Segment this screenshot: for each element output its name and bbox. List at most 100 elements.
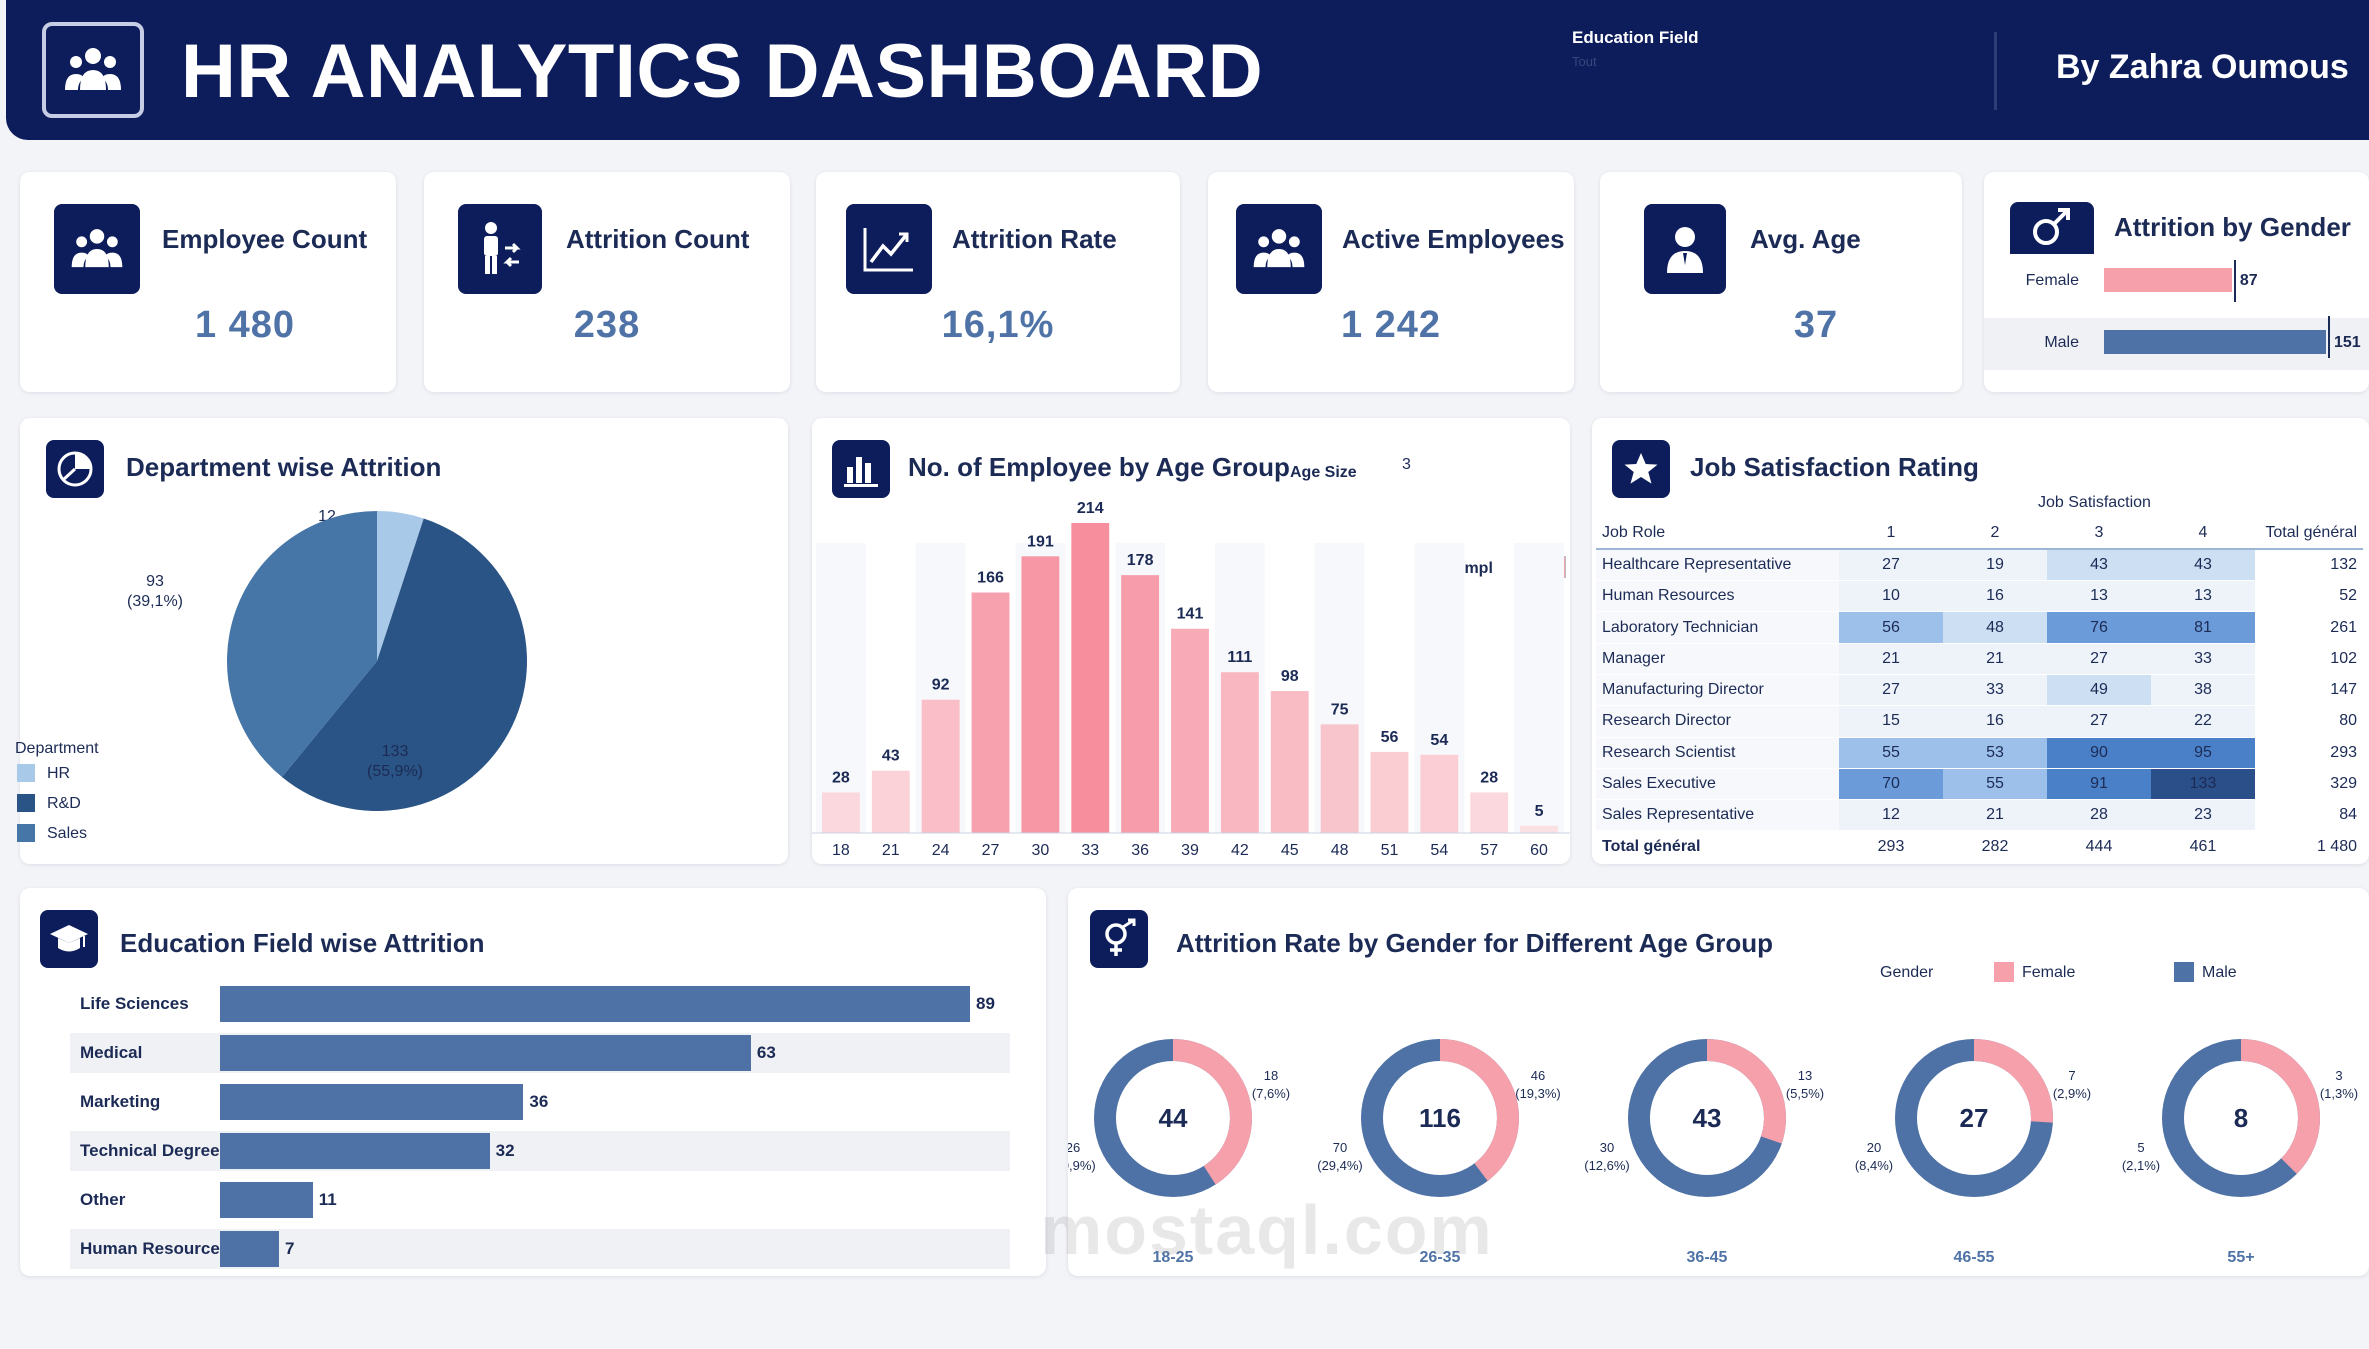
education-bar[interactable] — [220, 1035, 751, 1071]
row-total-cell: 147 — [2255, 674, 2363, 707]
age-bar[interactable] — [1320, 724, 1359, 833]
education-filter-select[interactable]: Tout — [1572, 54, 1597, 69]
satisfaction-cell[interactable]: 21 — [1839, 643, 1943, 675]
gender-bar-tick — [2328, 316, 2330, 358]
pie-slice-sales[interactable] — [227, 511, 377, 778]
gender-label: Female — [2025, 272, 2079, 289]
age-bar-value: 5 — [1535, 803, 1544, 820]
age-bar[interactable] — [1071, 523, 1110, 833]
satisfaction-cell[interactable]: 95 — [2151, 737, 2255, 769]
satisfaction-cell[interactable]: 16 — [1943, 580, 2047, 613]
age-bar[interactable] — [1420, 754, 1459, 833]
age-bar[interactable] — [822, 792, 860, 833]
satisfaction-cell[interactable]: 55 — [1839, 737, 1943, 769]
row-total-cell: 132 — [2255, 549, 2363, 582]
education-row[interactable]: Life Sciences 89 — [70, 984, 1010, 1024]
education-bar[interactable] — [220, 1182, 313, 1218]
donut-female-arc[interactable] — [2162, 1039, 2320, 1197]
column-header: 2 — [1943, 518, 2047, 551]
legend-swatch — [17, 794, 35, 812]
education-row[interactable]: Marketing 36 — [70, 1082, 1010, 1122]
satisfaction-cell[interactable]: 33 — [2151, 643, 2255, 675]
job-role-cell: Human Resources — [1596, 580, 1839, 613]
legend-swatch-male — [2174, 962, 2194, 982]
age-bar[interactable] — [1370, 751, 1409, 833]
education-bar[interactable] — [220, 986, 970, 1022]
job-role-cell: Healthcare Representative — [1596, 549, 1839, 582]
pie-slice-rd[interactable] — [281, 518, 528, 811]
attrition-by-gender-title: Attrition by Gender — [2114, 212, 2351, 242]
donut-female-arc[interactable] — [1361, 1039, 1519, 1197]
age-bar[interactable] — [1171, 628, 1209, 833]
satisfaction-cell[interactable]: 49 — [2047, 674, 2151, 707]
pie-slice-hr[interactable] — [377, 511, 424, 661]
satisfaction-cell[interactable]: 48 — [1943, 611, 2047, 644]
satisfaction-cell[interactable]: 53 — [1943, 737, 2047, 769]
watermark: mostaql.com — [1040, 1191, 1494, 1269]
age-bar[interactable] — [1270, 691, 1309, 833]
satisfaction-cell[interactable]: 13 — [2151, 580, 2255, 613]
age-bar[interactable] — [1021, 556, 1060, 833]
legend-item[interactable]: R&D — [17, 792, 137, 816]
education-row[interactable]: Other 11 — [70, 1180, 1010, 1220]
education-row[interactable]: Technical Degree 32 — [70, 1131, 1010, 1171]
age-bar[interactable] — [1470, 792, 1509, 833]
satisfaction-cell[interactable]: 22 — [2151, 705, 2255, 738]
satisfaction-cell[interactable]: 90 — [2047, 737, 2151, 769]
age-bar[interactable] — [871, 770, 910, 833]
department-pie-chart: 12(5,0%)133(55,9%)93(39,1%) — [127, 508, 528, 811]
satisfaction-cell[interactable]: 91 — [2047, 768, 2151, 801]
age-bar[interactable] — [921, 699, 960, 833]
satisfaction-cell[interactable]: 13 — [2047, 580, 2151, 613]
legend-item[interactable]: Sales — [17, 822, 137, 846]
education-bar[interactable] — [220, 1133, 490, 1169]
donut-female-arc[interactable] — [1094, 1039, 1252, 1197]
satisfaction-cell[interactable]: 12 — [1839, 799, 1943, 832]
education-bar[interactable] — [220, 1231, 279, 1267]
education-row[interactable]: Medical 63 — [70, 1033, 1010, 1073]
satisfaction-cell[interactable]: 19 — [1943, 549, 2047, 582]
age-bar[interactable] — [1220, 672, 1259, 833]
satisfaction-cell[interactable]: 81 — [2151, 611, 2255, 644]
satisfaction-cell[interactable]: 27 — [1839, 549, 1943, 582]
age-size-input[interactable]: 3 — [1402, 456, 1411, 473]
education-bar-value: 7 — [284, 1239, 295, 1258]
donut-female-arc[interactable] — [1895, 1039, 2053, 1197]
satisfaction-cell[interactable]: 55 — [1943, 768, 2047, 801]
education-row[interactable]: Human Resources 7 — [70, 1229, 1010, 1269]
legend-label: Sales — [47, 825, 88, 842]
satisfaction-cell[interactable]: 10 — [1839, 580, 1943, 613]
satisfaction-cell[interactable]: 15 — [1839, 705, 1943, 738]
satisfaction-cell[interactable]: 16 — [1943, 705, 2047, 738]
satisfaction-cell[interactable]: 27 — [1839, 674, 1943, 707]
legend-item[interactable]: HR — [17, 762, 137, 786]
row-total-cell: 80 — [2255, 705, 2363, 738]
satisfaction-cell[interactable]: 43 — [2047, 549, 2151, 582]
satisfaction-cell[interactable]: 76 — [2047, 611, 2151, 644]
donut-female-arc[interactable] — [1628, 1039, 1786, 1197]
dashboard-header: HR ANALYTICS DASHBOARD Education Field T… — [6, 0, 2369, 140]
donut-male-pct: (2,1%) — [2122, 1158, 2160, 1173]
satisfaction-cell[interactable]: 27 — [2047, 705, 2151, 738]
age-bar-value: 92 — [932, 677, 950, 694]
donut-male-pct: (29,4%) — [1317, 1158, 1363, 1173]
satisfaction-cell[interactable]: 33 — [1943, 674, 2047, 707]
age-bar[interactable] — [971, 592, 1010, 833]
satisfaction-cell[interactable]: 28 — [2047, 799, 2151, 832]
satisfaction-cell[interactable]: 27 — [2047, 643, 2151, 675]
satisfaction-cell[interactable]: 38 — [2151, 674, 2255, 707]
age-bar-value: 98 — [1281, 668, 1299, 685]
satisfaction-cell[interactable]: 23 — [2151, 799, 2255, 832]
age-bar[interactable] — [1520, 825, 1558, 833]
row-total-cell: 293 — [2255, 737, 2363, 769]
satisfaction-cell[interactable]: 21 — [1943, 799, 2047, 832]
age-axis-tick: 27 — [982, 842, 1000, 859]
kpi-value: 238 — [573, 304, 641, 346]
education-bar[interactable] — [220, 1084, 524, 1120]
satisfaction-cell[interactable]: 70 — [1839, 768, 1943, 801]
satisfaction-cell[interactable]: 56 — [1839, 611, 1943, 644]
satisfaction-cell[interactable]: 43 — [2151, 549, 2255, 582]
satisfaction-cell[interactable]: 21 — [1943, 643, 2047, 675]
satisfaction-cell[interactable]: 133 — [2151, 768, 2255, 801]
age-bar[interactable] — [1121, 575, 1160, 833]
